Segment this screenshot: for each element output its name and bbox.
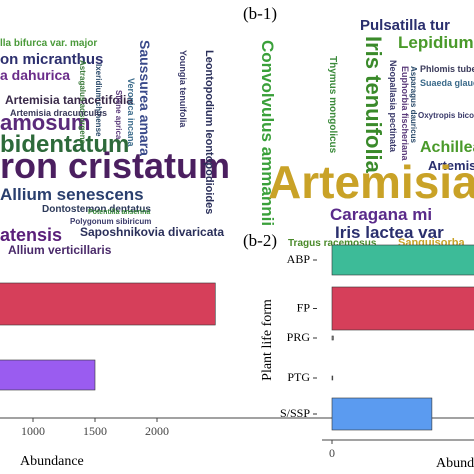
y-axis-label: Plant life form — [260, 299, 275, 381]
y-tick-label: S/SSP — [280, 406, 310, 420]
x-tick-label: 2000 — [145, 424, 169, 438]
bar — [331, 397, 433, 431]
word: Artemisi — [428, 158, 474, 173]
word: Neopallasia pectinata — [388, 60, 398, 153]
word: Iris lactea var — [335, 223, 444, 242]
word: Iris tenuifolia — [361, 36, 386, 174]
word: Asparagus dauricus — [409, 66, 418, 143]
word: Astragalus adsurgens — [78, 60, 87, 145]
word: Saposhnikovia divaricata — [80, 225, 224, 239]
word: Euphorbia fischeriana — [400, 66, 410, 162]
x-axis-label: Abundance — [436, 456, 474, 471]
word: Tragus racemosus — [288, 238, 377, 249]
bar — [331, 335, 334, 341]
word: on micranthus — [0, 51, 103, 68]
word: a dahurica — [0, 67, 70, 83]
x-tick-label: 0 — [329, 446, 335, 460]
bar — [0, 359, 96, 391]
word: Youngia tenuifolia — [178, 50, 188, 128]
bar — [331, 244, 474, 276]
bar — [331, 375, 334, 381]
y-tick-label: PRG — [287, 330, 311, 344]
x-tick-label: 1500 — [83, 424, 107, 438]
word: atensis — [0, 225, 62, 245]
word: amosum — [0, 110, 90, 135]
word: Silene aprica — [114, 90, 123, 140]
word: Veronica incana — [126, 78, 136, 148]
word: Artemisia — [268, 156, 474, 208]
word: Achillea a — [420, 139, 474, 156]
panel-label: (b-1) — [243, 4, 277, 23]
word: Oxytropis bicolor — [418, 111, 474, 120]
word: Leontopodium leontopodioides — [203, 50, 215, 214]
word: Convolvulus ammannii — [258, 40, 277, 226]
word: Pulsatilla tur — [360, 17, 450, 34]
word: Suaeda glauca — [420, 78, 474, 88]
x-axis-label: Abundance — [20, 454, 84, 469]
word: Thymus mongolicus — [327, 56, 338, 154]
bar — [331, 286, 474, 331]
word: ron cristatum — [0, 145, 230, 186]
word: Phlomis tuberosa — [420, 64, 474, 74]
word: Lepidium — [398, 33, 474, 52]
y-tick-label: FP — [297, 300, 311, 314]
word: Ixeridium chinense — [94, 64, 103, 137]
panel-label: (b-2) — [243, 231, 277, 250]
bar — [0, 282, 216, 326]
word: Allium senescens — [0, 185, 144, 204]
word: lla bifurca var. major — [0, 38, 97, 49]
word: Artemisia dracunculus — [10, 108, 107, 118]
y-tick-label: ABP — [287, 252, 311, 266]
y-tick-label: PTG — [287, 370, 310, 384]
word: Allium verticillaris — [8, 243, 112, 257]
word: Saussurea amara — [137, 40, 153, 156]
word: bidentatum — [0, 131, 129, 158]
x-tick-label: 1000 — [21, 424, 45, 438]
word: Polygonum sibiricum — [70, 217, 151, 226]
word: Caragana mi — [330, 205, 432, 224]
word: Potentilla anserina — [88, 209, 150, 216]
word: Artemisia tanacetifolia — [5, 93, 133, 107]
word: Dontostemon dentatus — [42, 204, 151, 215]
